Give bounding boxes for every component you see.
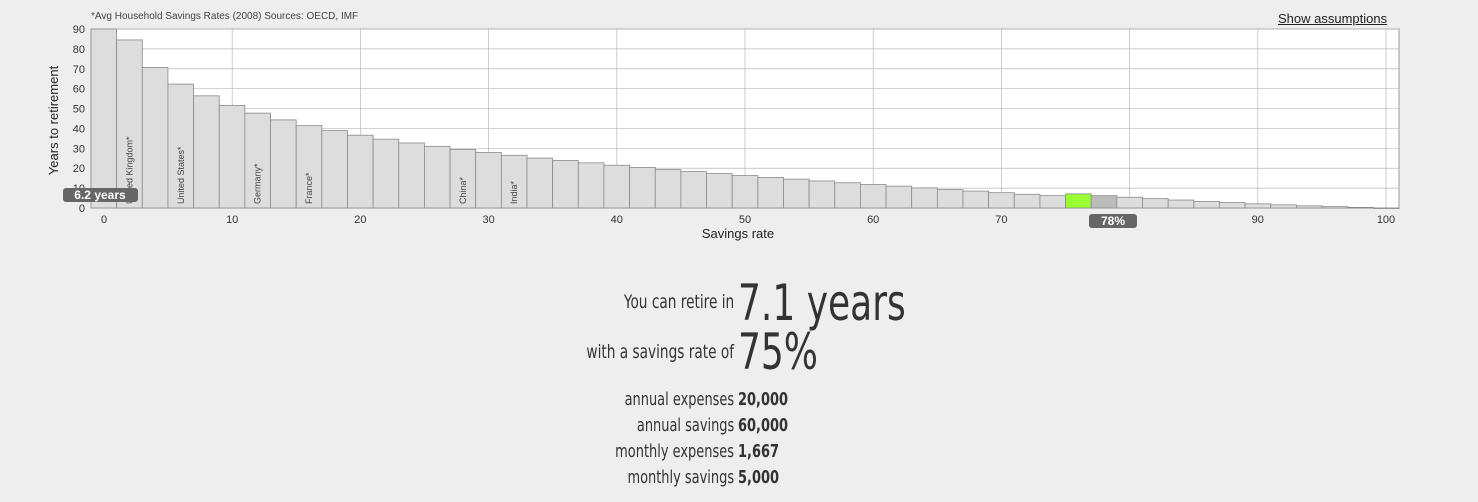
stat-label-annual-savings: annual savings — [636, 415, 734, 436]
y-tick-label: 40 — [73, 123, 85, 135]
stat-value-monthly-expenses: 1,667 — [738, 441, 779, 462]
bar — [270, 119, 297, 209]
x-tick-label: 30 — [482, 214, 494, 226]
y-tick-label: 30 — [73, 143, 85, 155]
bar — [1090, 195, 1118, 209]
country-annotation: United Kingdom* — [124, 136, 134, 204]
bar — [936, 189, 964, 209]
x-tick-label: 50 — [739, 214, 751, 226]
bar — [244, 112, 271, 209]
bar — [475, 152, 502, 209]
bar — [552, 160, 579, 209]
bar — [295, 125, 323, 209]
x-tick-label: 90 — [1252, 214, 1264, 226]
show-assumptions-link[interactable]: Show assumptions — [1278, 11, 1388, 26]
bar — [654, 169, 682, 209]
bar — [629, 167, 656, 209]
bar — [90, 28, 118, 209]
y-tick-label: 20 — [73, 163, 85, 175]
y-badge-label: 6.2 years — [74, 188, 126, 202]
bar — [834, 182, 861, 209]
bar — [1193, 201, 1220, 209]
bar — [783, 178, 810, 209]
x-tick-label: 60 — [867, 214, 879, 226]
stat-value-annual-expenses: 20,000 — [738, 389, 789, 410]
source-note: *Avg Household Savings Rates (2008) Sour… — [91, 11, 359, 22]
bar — [1347, 207, 1374, 209]
y-badge — [63, 188, 138, 202]
country-annotation: China* — [458, 176, 468, 204]
bar — [1321, 206, 1349, 209]
bar — [1039, 195, 1066, 209]
bar — [860, 184, 887, 209]
bar — [706, 173, 733, 209]
rate-label: with a savings rate of — [586, 341, 734, 363]
x-tick-label: 20 — [354, 214, 366, 226]
y-tick-label: 70 — [73, 64, 85, 76]
stat-value-annual-savings: 60,000 — [738, 415, 789, 436]
retire-label: You can retire in — [623, 291, 734, 313]
bar — [372, 138, 400, 209]
bar — [193, 95, 220, 209]
bar — [526, 157, 554, 209]
bar — [731, 175, 759, 209]
bar — [603, 164, 630, 209]
country-annotation: India* — [509, 180, 519, 204]
bar — [398, 142, 425, 209]
bar — [500, 154, 528, 209]
y-tick-label: 80 — [73, 44, 85, 56]
bar — [116, 39, 143, 209]
x-tick-label: 40 — [611, 214, 623, 226]
bar — [1142, 198, 1169, 209]
bar — [808, 180, 836, 209]
bar — [218, 104, 246, 209]
stat-value-monthly-savings: 5,000 — [738, 467, 779, 488]
bar — [1244, 203, 1272, 209]
x-tick-label: 70 — [995, 214, 1007, 226]
bar — [988, 192, 1015, 209]
bar — [911, 187, 938, 209]
y-tick-label: 90 — [73, 24, 85, 36]
bar — [1219, 202, 1246, 209]
bar — [1167, 199, 1195, 209]
bar — [1116, 196, 1143, 209]
bar — [1065, 193, 1092, 209]
bar — [321, 130, 348, 209]
stat-label-monthly-savings: monthly savings — [627, 467, 734, 488]
x-tick-label: 0 — [101, 214, 107, 226]
bar — [577, 162, 605, 209]
bar — [757, 176, 784, 209]
y-axis-label: Years to retirement — [46, 65, 61, 175]
bar — [347, 134, 374, 209]
bar — [962, 190, 990, 209]
x-badge-label: 78% — [1101, 214, 1125, 228]
y-tick-label: 50 — [73, 104, 85, 116]
y-tick-label: 60 — [73, 84, 85, 96]
country-annotation: Germany* — [253, 163, 263, 204]
bar — [424, 145, 451, 209]
bar — [141, 67, 169, 209]
bar — [1013, 193, 1041, 209]
x-tick-label: 10 — [226, 214, 238, 226]
bar — [1296, 205, 1323, 209]
country-annotation: United States* — [176, 146, 186, 204]
x-axis-label: Savings rate — [702, 226, 774, 241]
bar — [449, 149, 477, 209]
rate-value: 75% — [738, 323, 819, 381]
retire-value: 7.1 years — [738, 274, 906, 332]
bar — [885, 185, 913, 209]
x-badge — [1089, 214, 1137, 228]
savings-chart: United Kingdom* United States* Germany* Fra… — [46, 24, 1400, 241]
country-annotation: France* — [304, 172, 314, 204]
stat-label-monthly-expenses: monthly expenses — [615, 441, 734, 462]
y-tick-label: 0 — [79, 203, 85, 215]
bar — [1372, 207, 1400, 209]
bar — [167, 83, 194, 209]
bar — [1270, 204, 1297, 209]
bar — [680, 171, 707, 209]
stat-label-annual-expenses: annual expenses — [624, 389, 734, 410]
x-tick-label: 100 — [1377, 214, 1395, 226]
